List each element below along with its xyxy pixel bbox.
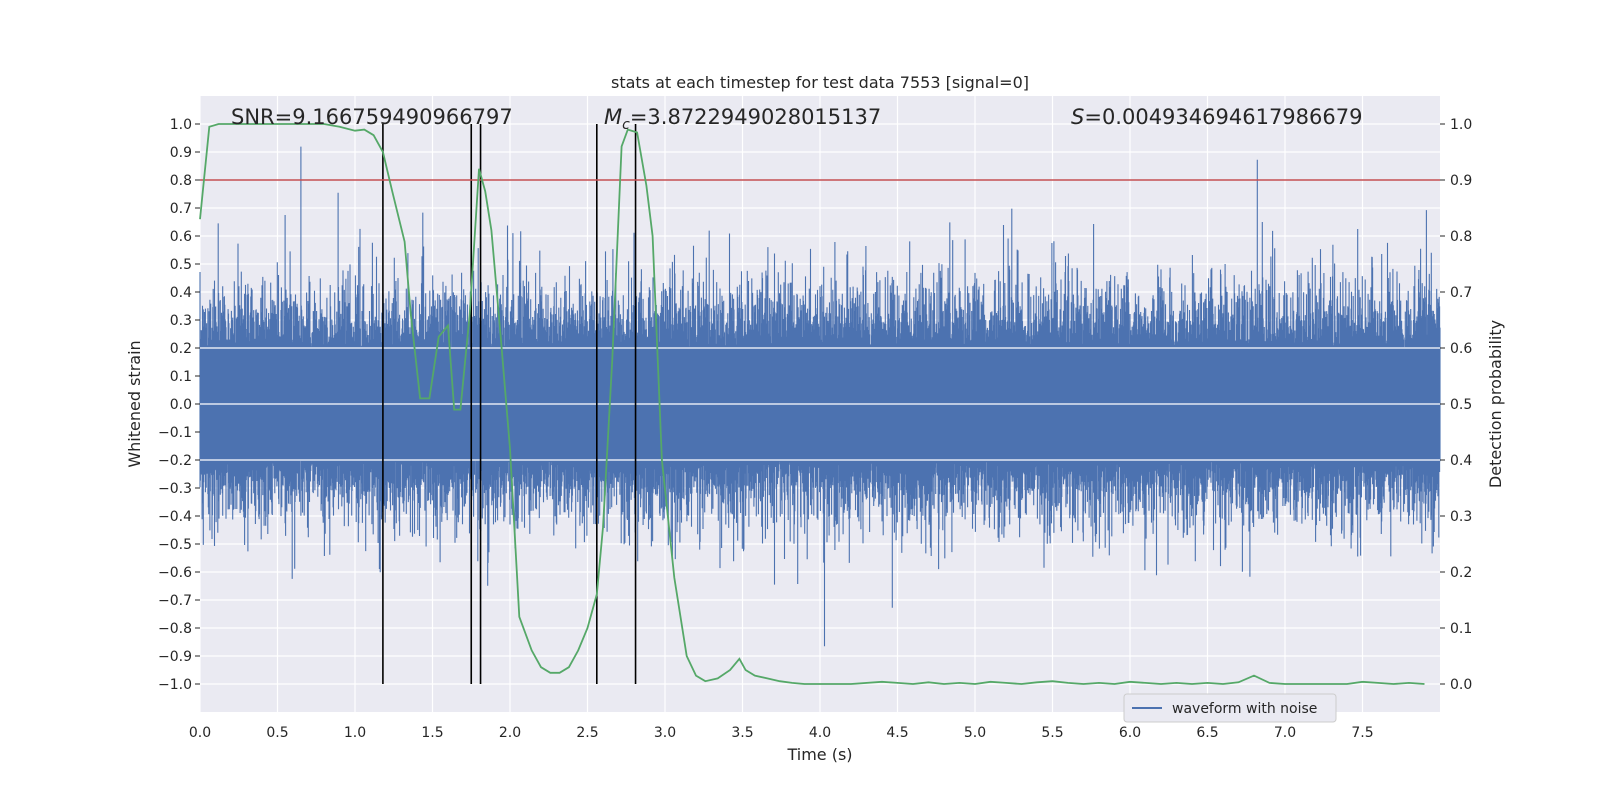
x-tick-label: 6.0	[1119, 725, 1141, 741]
x-tick-label: 0.0	[189, 725, 211, 741]
score-symbol: S	[1071, 105, 1084, 129]
score-value: =0.004934694617986679	[1084, 105, 1362, 129]
snr-label: SNR=	[231, 105, 292, 129]
y-tick-label: 0.4	[170, 285, 192, 301]
y-tick-label: 0.2	[170, 341, 192, 357]
y-tick-label: 0.8	[170, 173, 192, 189]
y-tick-label: −0.4	[158, 509, 192, 525]
y-tick-label: 0.1	[170, 369, 192, 385]
score-annotation: S=0.004934694617986679	[1071, 105, 1362, 129]
x-axis-label: Time (s)	[786, 745, 852, 764]
y-tick-label: 0.3	[170, 313, 192, 329]
vertical-marker-lines	[382, 124, 637, 684]
legend-box	[1123, 693, 1337, 723]
chirp-mass-value: =3.8722949028015137	[630, 105, 881, 129]
detection-probability-line	[199, 123, 1425, 685]
x-tick-label: 4.5	[886, 725, 908, 741]
y-tick-label: −0.2	[158, 453, 192, 469]
y-tick-label: −0.1	[158, 425, 192, 441]
x-tick-label: 5.0	[964, 725, 986, 741]
y-tick-label: −1.0	[158, 677, 192, 693]
x-tick-label: 1.5	[421, 725, 443, 741]
chirp-mass-symbol: M	[604, 105, 622, 129]
y2-tick-label: 0.4	[1450, 453, 1472, 469]
y2-tick-label: 0.3	[1450, 509, 1472, 525]
noise-waveform-series	[199, 146, 1441, 647]
y-tick-label: 1.0	[170, 117, 192, 133]
x-tick-label: 6.5	[1196, 725, 1218, 741]
y2-tick-label: 0.2	[1450, 565, 1472, 581]
x-tick-label: 3.0	[654, 725, 676, 741]
y-tick-label: −0.5	[158, 537, 192, 553]
y-tick-label: −0.7	[158, 593, 192, 609]
y-tick-label: 0.5	[170, 257, 192, 273]
y-tick-labels: 1.0 0.9 0.8 0.7 0.6 0.5 0.4 0.3 0.2 0.1 0.0 −0.1 −0.…	[158, 117, 200, 693]
y2-axis-label: Detection probability	[1486, 320, 1505, 488]
x-tick-label: 3.5	[731, 725, 753, 741]
snr-annotation: SNR=9.166759490966797	[231, 105, 513, 129]
y-tick-label: −0.8	[158, 621, 192, 637]
y-tick-label: −0.6	[158, 565, 192, 581]
y-tick-label: 0.9	[170, 145, 192, 161]
x-tick-label: 5.5	[1041, 725, 1063, 741]
y-tick-label: 0.0	[170, 397, 192, 413]
y-tick-label: 0.6	[170, 229, 192, 245]
y2-tick-label: 0.1	[1450, 621, 1472, 637]
y2-tick-label: 0.8	[1450, 229, 1472, 245]
x-tick-label: 0.5	[266, 725, 288, 741]
probability-series	[199, 123, 1440, 685]
legend-label: waveform with noise	[1172, 701, 1317, 717]
chart-title: stats at each timestep for test data 755…	[611, 73, 1029, 92]
y2-tick-label: 0.9	[1450, 173, 1472, 189]
x-tick-label: 7.0	[1274, 725, 1296, 741]
y2-tick-label: 0.5	[1450, 397, 1472, 413]
x-tick-label: 2.0	[499, 725, 521, 741]
y-tick-label: −0.9	[158, 649, 192, 665]
x-tick-label: 4.0	[809, 725, 831, 741]
x-tick-label: 7.5	[1351, 725, 1373, 741]
snr-value: 9.166759490966797	[292, 105, 512, 129]
legend: waveform with noise	[1123, 693, 1337, 723]
y2-tick-labels: 1.0 0.9 0.8 0.7 0.6 0.5 0.4 0.3 0.2 0.1 0.0	[1440, 117, 1472, 693]
chirp-mass-annotation: Mc=3.8722949028015137	[604, 105, 881, 133]
y-tick-label: 0.7	[170, 201, 192, 217]
x-tick-label: 2.5	[576, 725, 598, 741]
chirp-mass-subscript: c	[622, 117, 630, 133]
y-axis-label: Whitened strain	[125, 340, 144, 467]
y2-tick-label: 0.0	[1450, 677, 1472, 693]
y-tick-label: −0.3	[158, 481, 192, 497]
x-tick-label: 1.0	[344, 725, 366, 741]
y2-tick-label: 0.6	[1450, 341, 1472, 357]
x-tick-labels: 0.0 0.5 1.0 1.5 2.0 2.5 3.0 3.5 4.0 4.5 5.0 5.5 6.0 6…	[189, 725, 1374, 741]
y2-tick-label: 0.7	[1450, 285, 1472, 301]
y2-tick-label: 1.0	[1450, 117, 1472, 133]
